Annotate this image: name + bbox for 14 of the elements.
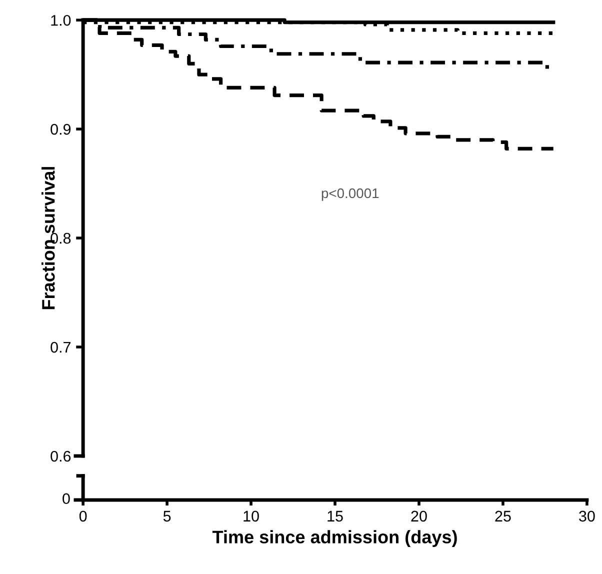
y-tick-label: 0.6 (50, 450, 71, 462)
text: 0 (62, 493, 70, 504)
x-axis-title: Time since admission (days) (212, 530, 457, 547)
x-tick-label: 25 (495, 510, 511, 522)
x-tick-label: 10 (244, 510, 259, 522)
x-tick-label: 15 (328, 510, 343, 522)
x-tick-label: 20 (411, 510, 427, 522)
annotation: p<0.0001 (322, 188, 379, 201)
y-tick-label: 0.9 (50, 124, 71, 135)
x-tick-label: 0 (79, 510, 87, 522)
x-tick-label: 30 (579, 510, 595, 522)
x-tick-label: 5 (163, 510, 171, 522)
y-tick-label: 0.7 (50, 342, 71, 353)
y-tick-label: 1.0 (51, 14, 71, 26)
